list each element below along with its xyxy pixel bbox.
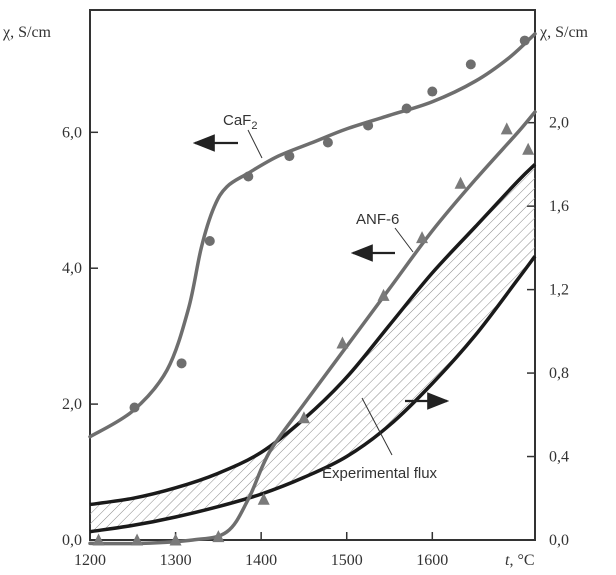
caf-point	[322, 137, 333, 148]
anf-6-line	[88, 110, 537, 546]
x-tick-label: 1600	[416, 552, 448, 569]
experimental-flux-upper-line	[89, 163, 537, 507]
svg-text:CaF2: CaF2	[223, 112, 257, 132]
anf-6-point	[377, 288, 390, 301]
anf-6-point	[454, 176, 467, 189]
svg-text:Experimental flux: Experimental flux	[322, 465, 438, 482]
annotation-experimental-flux: Experimental flux	[322, 392, 450, 482]
right-tick-label: 0,4	[549, 449, 569, 466]
experimental-flux-lower-line	[89, 255, 537, 534]
caf-point	[427, 86, 438, 97]
anf-6-point	[522, 142, 535, 155]
right-tick-label: 1,6	[549, 198, 569, 215]
anf-6-point	[92, 533, 105, 546]
x-tick-label: 1400	[245, 552, 277, 569]
right-tick-label: 2,0	[549, 115, 569, 132]
caf-point	[243, 171, 254, 182]
annotation-caf2: CaF2	[192, 112, 263, 159]
caf-point	[284, 151, 295, 162]
anf6-leader-line	[394, 227, 414, 253]
caf-point	[363, 120, 374, 131]
right-tick-label: 1,2	[549, 282, 569, 299]
x-tick-label: 1300	[160, 552, 192, 569]
caf2-leader-line	[247, 129, 263, 159]
anf-6-point	[212, 530, 225, 543]
anf-6-point	[131, 533, 144, 546]
experimental-flux-hatch	[90, 164, 535, 532]
caf-line	[88, 32, 537, 439]
caf-point	[129, 402, 140, 413]
right-tick-label: 0,8	[549, 365, 569, 382]
caf-point	[176, 358, 187, 369]
anf-6-point	[500, 122, 513, 135]
x-axis-title: t, °C	[505, 552, 535, 569]
series-lines	[88, 32, 537, 546]
left-axis: 0,0 2,0 4,0 6,0	[62, 124, 98, 549]
svg-text:ANF-6: ANF-6	[356, 211, 399, 228]
left-tick-label: 6,0	[62, 124, 82, 141]
anf-6-point	[297, 411, 310, 424]
annotation-anf6: ANF-6	[350, 211, 414, 262]
anf-6-point	[416, 231, 429, 244]
caf-point	[519, 35, 530, 46]
left-tick-label: 2,0	[62, 396, 82, 413]
series-markers	[92, 35, 535, 546]
x-tick-label: 1200	[74, 552, 106, 569]
caf-point	[204, 236, 215, 247]
right-tick-label: 0,0	[549, 532, 569, 549]
left-tick-label: 4,0	[62, 260, 82, 277]
caf-point	[401, 103, 412, 114]
x-axis: 1200 1300 1400 1500 1600	[74, 532, 448, 569]
anf-6-point	[257, 492, 270, 505]
experimental-flux-leader-line	[361, 397, 393, 456]
left-axis-title: χ, S/cm	[2, 24, 52, 41]
caf-point	[465, 59, 476, 70]
anf-6-point	[169, 533, 182, 546]
experimental-flux-band	[89, 163, 537, 534]
x-tick-label: 1500	[331, 552, 363, 569]
plot-frame	[89, 9, 536, 541]
anf-6-point	[336, 336, 349, 349]
right-axis-title: χ, S/cm	[539, 24, 589, 41]
right-axis: 0,0 0,4 0,8 1,2 1,6 2,0	[527, 115, 569, 549]
left-tick-label: 0,0	[62, 532, 82, 549]
